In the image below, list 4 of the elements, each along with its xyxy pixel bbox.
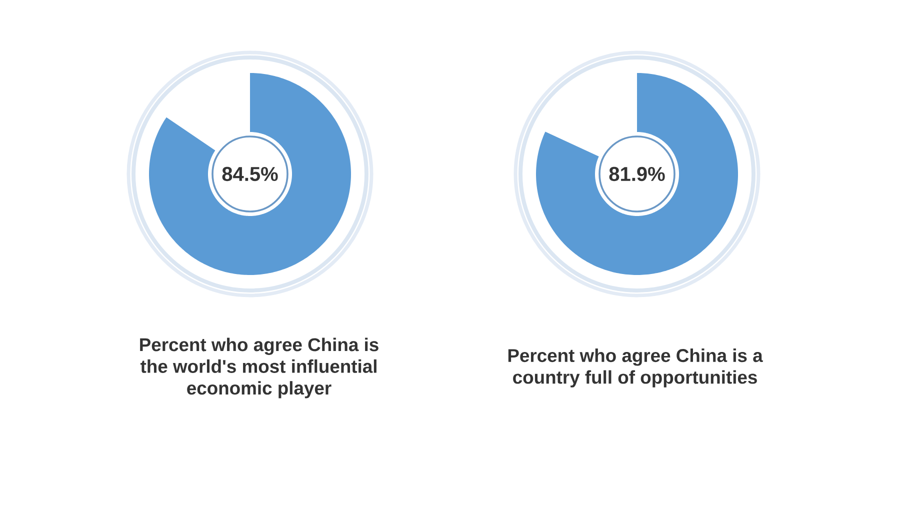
text: Percent who agree China is a country full of opportunities bbox=[508, 348, 763, 388]
data-label: 81.9% bbox=[609, 166, 665, 182]
data-label: 84.5% bbox=[222, 166, 278, 182]
text: Percent who agree China is the world's most influential economic player bbox=[140, 338, 378, 398]
